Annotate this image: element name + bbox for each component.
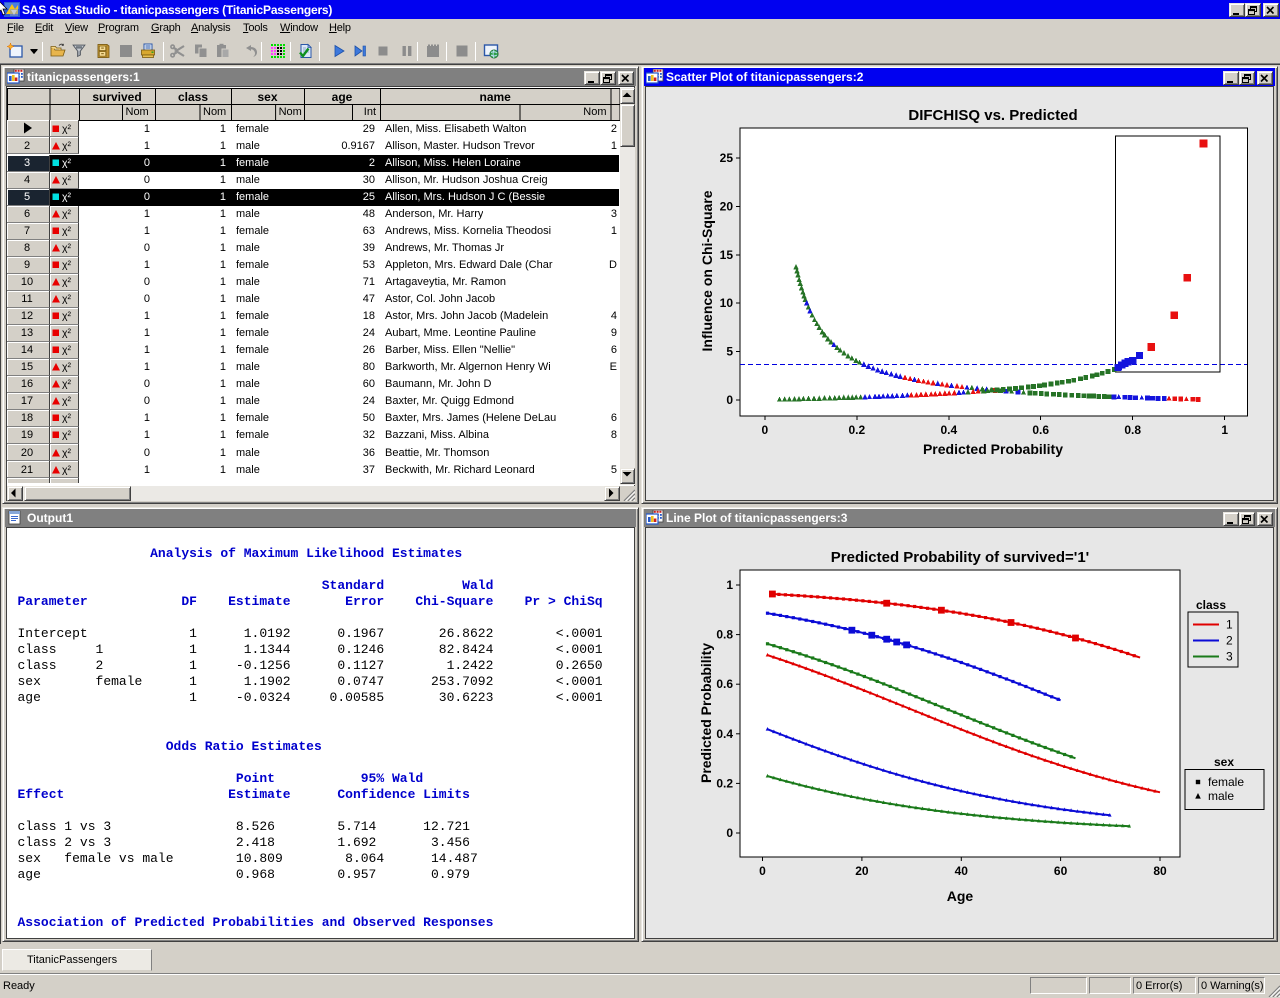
svg-text:5: 5	[726, 345, 733, 359]
svg-text:Predicted Probability: Predicted Probability	[698, 643, 714, 783]
svg-text:sex: sex	[1214, 755, 1234, 769]
svg-text:0.2: 0.2	[848, 423, 865, 437]
svg-text:0: 0	[726, 393, 733, 407]
svg-text:0.6: 0.6	[1032, 423, 1049, 437]
svg-text:25: 25	[720, 151, 734, 165]
svg-text:Influence on Chi-Square: Influence on Chi-Square	[699, 190, 715, 351]
svg-text:15: 15	[720, 248, 734, 262]
svg-text:Predicted Probability: Predicted Probability	[923, 441, 1063, 457]
svg-text:3: 3	[1226, 650, 1233, 664]
svg-text:Predicted Probability of survi: Predicted Probability of survived='1'	[831, 549, 1089, 566]
svg-text:0.4: 0.4	[940, 423, 957, 437]
svg-text:0: 0	[761, 423, 768, 437]
svg-text:0.8: 0.8	[1124, 423, 1141, 437]
svg-text:1: 1	[726, 578, 733, 592]
svg-text:80: 80	[1153, 864, 1167, 878]
svg-text:0: 0	[726, 826, 733, 840]
svg-text:0.2: 0.2	[716, 776, 733, 790]
svg-text:1: 1	[1226, 618, 1233, 632]
svg-text:10: 10	[720, 296, 734, 310]
svg-text:0.6: 0.6	[716, 677, 733, 691]
svg-text:male: male	[1208, 789, 1234, 803]
svg-text:40: 40	[955, 864, 969, 878]
svg-text:0: 0	[759, 864, 766, 878]
svg-text:0.8: 0.8	[716, 628, 733, 642]
svg-text:2: 2	[1226, 634, 1233, 648]
svg-text:0.4: 0.4	[716, 727, 733, 741]
svg-text:60: 60	[1054, 864, 1068, 878]
svg-text:female: female	[1208, 775, 1244, 789]
svg-text:class: class	[1196, 598, 1226, 612]
svg-text:Age: Age	[947, 888, 974, 904]
svg-text:DIFCHISQ vs. Predicted: DIFCHISQ vs. Predicted	[908, 107, 1077, 124]
svg-text:20: 20	[855, 864, 869, 878]
svg-text:20: 20	[720, 200, 734, 214]
svg-text:1: 1	[1221, 423, 1228, 437]
